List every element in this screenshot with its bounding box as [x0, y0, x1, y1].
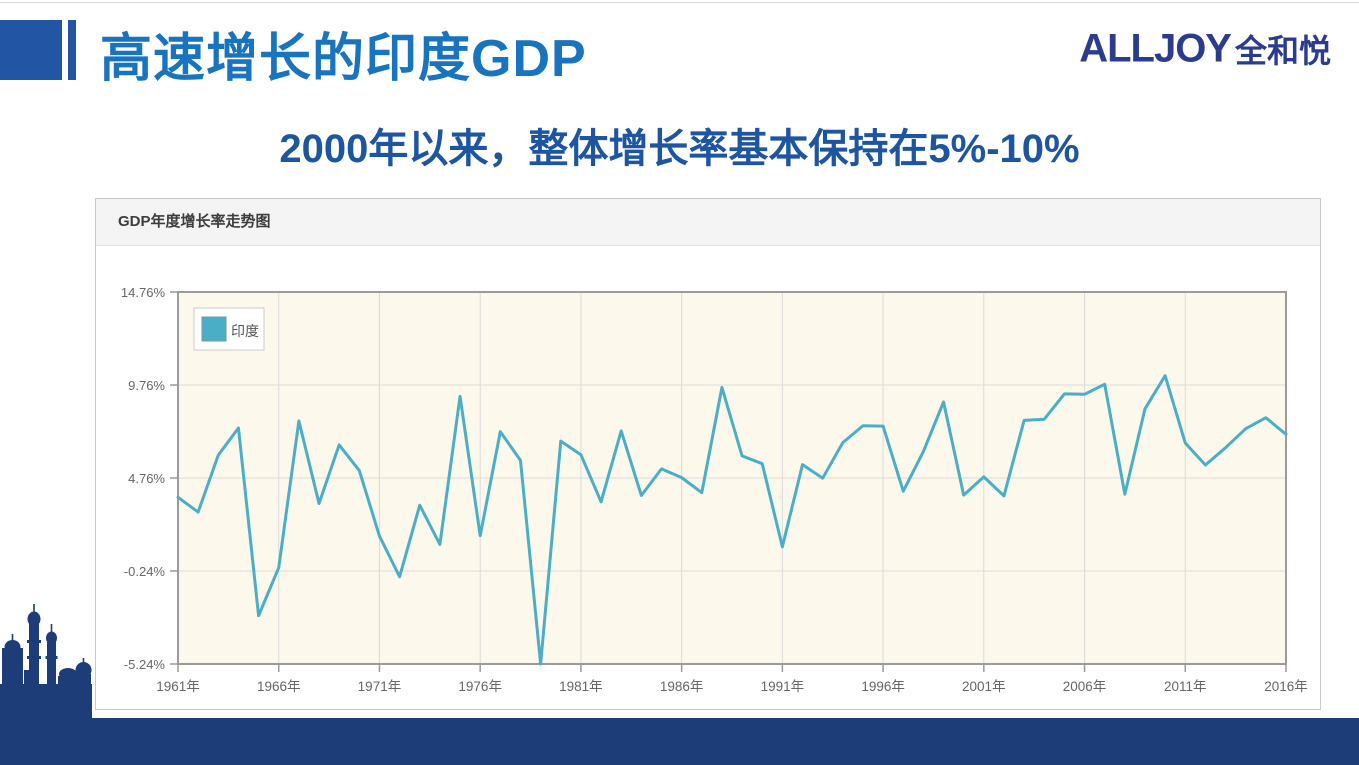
chart-body: 14.76% 9.76% 4.76% -0.24% -5.24% 1961年 1966年 19…	[96, 246, 1320, 708]
x-tick-label: 1986年	[660, 679, 704, 694]
legend-swatch	[201, 316, 227, 342]
plot-border	[177, 291, 1287, 665]
gdp-line-chart: 14.76% 9.76% 4.76% -0.24% -5.24% 1961年 1966年 19…	[121, 285, 1308, 694]
y-tick-label: 4.76%	[128, 471, 165, 486]
logo-cjk-text: 全和悦	[1234, 33, 1331, 69]
y-tick-label: 9.76%	[128, 378, 165, 393]
x-tick-label: 1991年	[761, 679, 805, 694]
slide-subtitle: 2000年以来，整体增长率基本保持在5%-10%	[279, 127, 1080, 171]
y-tick-label: 14.76%	[121, 285, 166, 300]
india-gdp-line	[176, 374, 1288, 666]
x-tick-label: 2016年	[1264, 679, 1308, 694]
x-tick-label: 1996年	[861, 679, 905, 694]
x-tick-label: 2001年	[962, 679, 1006, 694]
x-tick-label: 1966年	[257, 679, 301, 694]
x-tick-label: 2006年	[1063, 679, 1107, 694]
title-accent-bar	[68, 20, 76, 80]
logo-latin-text: ALLJOY	[1079, 26, 1232, 71]
title-accent-block	[0, 20, 62, 80]
chart-panel-title: GDP年度增长率走势图	[96, 199, 1320, 246]
alljoy-logo: ALLJOY 全和悦	[1079, 26, 1331, 72]
footer-bar	[0, 718, 1359, 765]
x-tick-label: 2011年	[1164, 679, 1207, 694]
y-tick-label: -5.24%	[124, 657, 166, 672]
x-tick-label: 1981年	[559, 679, 603, 694]
x-tick-label: 1961年	[156, 679, 200, 694]
x-tick-label: 1971年	[358, 679, 402, 694]
y-tick-label: -0.24%	[124, 564, 166, 579]
chart-panel: GDP年度增长率走势图 14.76% 9.76% 4.76% -0.24% -5.24%…	[95, 198, 1321, 710]
page-title: 高速增长的印度GDP	[100, 30, 587, 88]
mosque-skyline-silhouette	[0, 604, 92, 718]
x-tick-label: 1976年	[458, 679, 502, 694]
legend-label: 印度	[231, 323, 259, 339]
top-divider	[0, 2, 1359, 3]
